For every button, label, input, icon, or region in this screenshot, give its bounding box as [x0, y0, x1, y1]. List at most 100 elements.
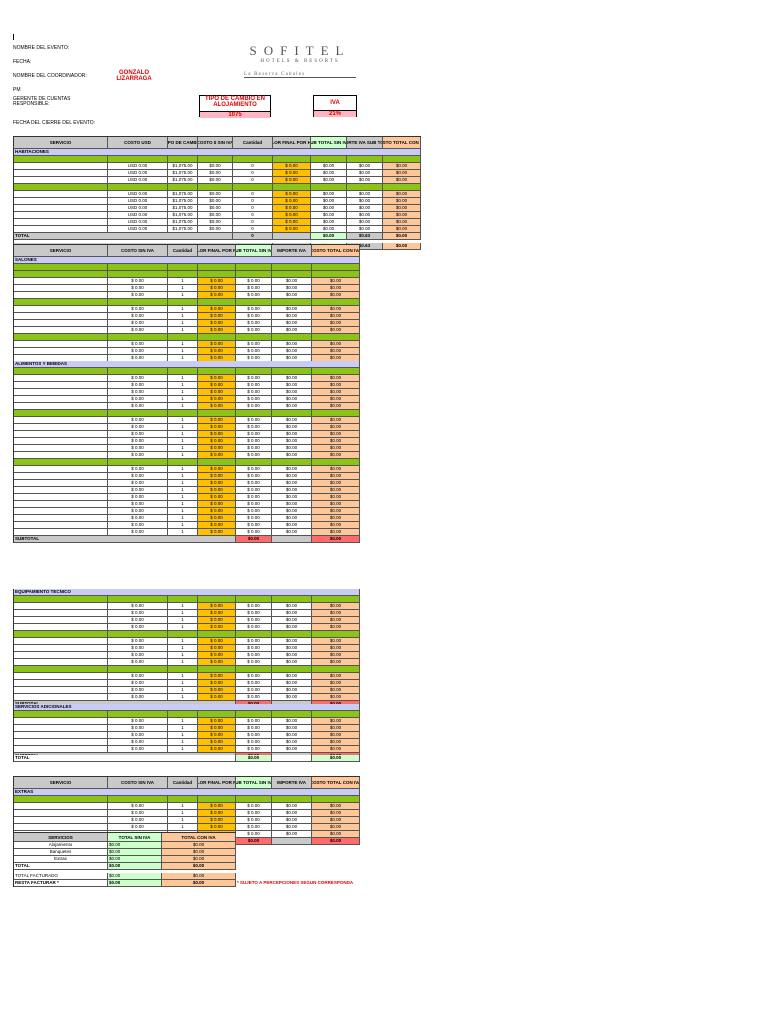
value-cell[interactable]: $ 0.00 — [108, 348, 168, 354]
service-cell[interactable] — [14, 226, 108, 232]
value-cell[interactable]: $0.00 — [272, 327, 312, 333]
value-cell[interactable]: 0 — [233, 198, 273, 204]
service-cell[interactable] — [14, 501, 108, 507]
value-cell[interactable]: $ 0.00 — [236, 473, 272, 479]
value-cell[interactable]: $ 0.00 — [108, 431, 168, 437]
value-cell[interactable]: $0.00 — [383, 198, 421, 204]
value-cell[interactable]: $ 0.00 — [198, 452, 236, 458]
value-cell[interactable]: $0.00 — [272, 382, 312, 388]
value-cell[interactable]: $ 0.00 — [236, 624, 272, 630]
value-cell[interactable]: $ 0.00 — [198, 624, 236, 630]
service-cell[interactable] — [14, 824, 108, 830]
service-cell[interactable] — [14, 403, 108, 409]
value-cell[interactable]: $0.00 — [272, 438, 312, 444]
value-cell[interactable]: $0.00 — [312, 424, 360, 430]
service-cell[interactable] — [14, 487, 108, 493]
value-cell[interactable]: $ 0.00 — [198, 659, 236, 665]
value-cell[interactable]: $ 0.00 — [108, 824, 168, 830]
value-cell[interactable]: $0.00 — [312, 603, 360, 609]
value-cell[interactable]: $0.00 — [272, 817, 312, 823]
value-cell[interactable]: $0.00 — [198, 205, 233, 211]
service-cell[interactable] — [14, 417, 108, 423]
value-cell[interactable]: $0.00 — [312, 480, 360, 486]
value-cell[interactable]: $ 0.00 — [108, 508, 168, 514]
value-cell[interactable]: $0.00 — [272, 494, 312, 500]
value-cell[interactable]: $0.00 — [347, 205, 383, 211]
value-cell[interactable]: $ 0.00 — [108, 515, 168, 521]
value-cell[interactable]: $ 0.00 — [236, 452, 272, 458]
value-cell[interactable]: $0.00 — [312, 746, 360, 752]
value-cell[interactable]: 1 — [168, 348, 198, 354]
value-cell[interactable]: $0.00 — [312, 389, 360, 395]
value-cell[interactable]: 1 — [168, 673, 198, 679]
value-cell[interactable]: $0.00 — [312, 817, 360, 823]
value-cell[interactable]: $0.00 — [312, 278, 360, 284]
value-cell[interactable]: $ 0.00 — [198, 348, 236, 354]
value-cell[interactable]: $ 0.00 — [108, 739, 168, 745]
service-cell[interactable] — [14, 522, 108, 528]
value-cell[interactable]: $ 0.00 — [198, 292, 236, 298]
value-cell[interactable]: $ 0.00 — [198, 803, 236, 809]
value-cell[interactable]: $ 0.00 — [198, 732, 236, 738]
value-cell[interactable]: $ 0.00 — [236, 508, 272, 514]
service-cell[interactable] — [14, 389, 108, 395]
value-cell[interactable]: $ 0.00 — [198, 810, 236, 816]
value-cell[interactable]: $ 0.00 — [108, 603, 168, 609]
value-cell[interactable]: $ 0.00 — [236, 694, 272, 700]
service-cell[interactable] — [14, 205, 108, 211]
value-cell[interactable]: $0.00 — [312, 645, 360, 651]
value-cell[interactable]: $ 0.00 — [236, 831, 272, 837]
value-cell[interactable]: $ 0.00 — [236, 341, 272, 347]
service-cell[interactable] — [14, 739, 108, 745]
service-cell[interactable] — [14, 746, 108, 752]
value-cell[interactable]: $0.00 — [312, 725, 360, 731]
service-cell[interactable] — [14, 515, 108, 521]
value-cell[interactable]: $0.00 — [312, 466, 360, 472]
value-cell[interactable]: $ 0.00 — [108, 445, 168, 451]
value-cell[interactable]: 1 — [168, 396, 198, 402]
value-cell[interactable]: $ 0.00 — [198, 313, 236, 319]
value-cell[interactable]: $0.00 — [272, 466, 312, 472]
value-cell[interactable]: $ 0.00 — [108, 746, 168, 752]
value-cell[interactable]: $0.00 — [272, 313, 312, 319]
value-cell[interactable]: $ 0.00 — [198, 327, 236, 333]
value-cell[interactable]: $0.00 — [312, 610, 360, 616]
service-cell[interactable] — [14, 466, 108, 472]
value-cell[interactable]: 1 — [168, 417, 198, 423]
value-cell[interactable]: 1 — [168, 382, 198, 388]
value-cell[interactable]: $0.00 — [312, 659, 360, 665]
value-cell[interactable]: $0.00 — [312, 673, 360, 679]
value-cell[interactable]: $0.00 — [272, 501, 312, 507]
service-cell[interactable] — [14, 732, 108, 738]
value-cell[interactable]: $0.00 — [311, 205, 347, 211]
value-cell[interactable]: $0.00 — [347, 177, 383, 183]
service-cell[interactable] — [14, 624, 108, 630]
value-cell[interactable]: $0.00 — [312, 348, 360, 354]
value-cell[interactable]: $0.00 — [272, 732, 312, 738]
value-cell[interactable]: 0 — [233, 191, 273, 197]
value-cell[interactable]: $ 0.00 — [108, 810, 168, 816]
value-cell[interactable]: $ 0.00 — [236, 292, 272, 298]
value-cell[interactable]: $ 0.00 — [236, 617, 272, 623]
value-cell[interactable]: $ 0.00 — [108, 803, 168, 809]
value-cell[interactable]: $ 0.00 — [236, 725, 272, 731]
value-cell[interactable]: $0.00 — [312, 810, 360, 816]
value-cell[interactable]: 0 — [233, 219, 273, 225]
value-cell[interactable]: $ 0.00 — [236, 610, 272, 616]
value-cell[interactable]: $ 0.00 — [236, 739, 272, 745]
value-cell[interactable]: $ 0.00 — [108, 292, 168, 298]
value-cell[interactable]: $ 0.00 — [108, 403, 168, 409]
value-cell[interactable]: $ 0.00 — [273, 205, 311, 211]
value-cell[interactable]: 1 — [168, 515, 198, 521]
value-cell[interactable]: $0.00 — [312, 431, 360, 437]
value-cell[interactable]: $0.00 — [312, 501, 360, 507]
value-cell[interactable]: $ 0.00 — [236, 431, 272, 437]
value-cell[interactable]: $ 0.00 — [108, 680, 168, 686]
value-cell[interactable]: $0.00 — [311, 177, 347, 183]
value-cell[interactable]: $ 0.00 — [198, 306, 236, 312]
value-cell[interactable]: $ 0.00 — [108, 320, 168, 326]
value-cell[interactable]: $0.00 — [312, 638, 360, 644]
value-cell[interactable]: $0.00 — [312, 452, 360, 458]
value-cell[interactable]: 1 — [168, 694, 198, 700]
value-cell[interactable]: $ 0.00 — [108, 522, 168, 528]
